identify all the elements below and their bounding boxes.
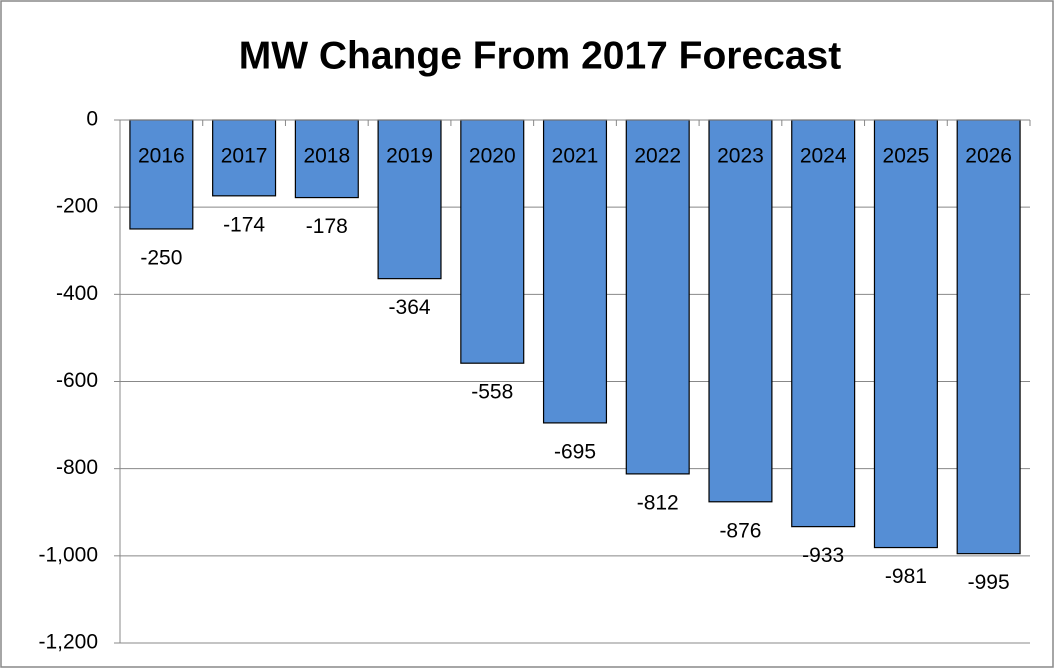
x-tick-label: 2019 bbox=[386, 145, 433, 168]
chart-title: MW Change From 2017 Forecast bbox=[239, 34, 841, 77]
bar bbox=[460, 119, 525, 364]
x-tick-label: 2023 bbox=[717, 145, 764, 168]
y-tick-label: -800 bbox=[56, 456, 98, 479]
bar bbox=[956, 119, 1021, 555]
bar bbox=[129, 119, 194, 230]
value-label: -933 bbox=[802, 544, 844, 567]
y-tick-label: -200 bbox=[56, 195, 98, 218]
value-label: -250 bbox=[140, 247, 182, 270]
x-tick-label: 2024 bbox=[800, 145, 847, 168]
value-label: -178 bbox=[306, 215, 348, 238]
y-tick-label: -1,200 bbox=[38, 631, 98, 654]
value-label: -876 bbox=[719, 519, 761, 542]
x-tick-label: 2022 bbox=[634, 145, 681, 168]
x-tick-label: 2017 bbox=[221, 145, 268, 168]
value-label: -995 bbox=[968, 571, 1010, 594]
bar bbox=[708, 119, 773, 503]
bar bbox=[377, 119, 442, 280]
bar bbox=[294, 119, 359, 199]
y-tick-label: -1,000 bbox=[38, 543, 98, 566]
x-tick-label: 2026 bbox=[965, 145, 1012, 168]
bar bbox=[791, 119, 856, 528]
value-label: -695 bbox=[554, 440, 596, 463]
value-label: -364 bbox=[389, 296, 431, 319]
value-label: -812 bbox=[637, 491, 679, 514]
y-tick-label: 0 bbox=[86, 108, 98, 131]
bar bbox=[542, 119, 608, 424]
x-tick-label: 2018 bbox=[303, 145, 350, 168]
y-tick-label: -600 bbox=[56, 369, 98, 392]
bar bbox=[625, 119, 690, 475]
x-tick-label: 2025 bbox=[883, 145, 930, 168]
value-label: -174 bbox=[223, 213, 265, 236]
value-label: -558 bbox=[471, 381, 513, 404]
x-tick-label: 2021 bbox=[552, 145, 599, 168]
value-label: -981 bbox=[885, 565, 927, 588]
x-tick-label: 2016 bbox=[138, 145, 185, 168]
y-tick-label: -400 bbox=[56, 282, 98, 305]
bar bbox=[873, 119, 938, 549]
x-tick-label: 2020 bbox=[469, 145, 516, 168]
bar bbox=[212, 119, 277, 197]
